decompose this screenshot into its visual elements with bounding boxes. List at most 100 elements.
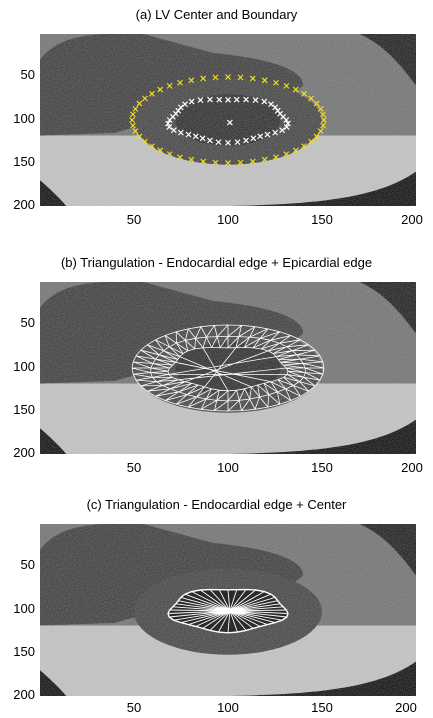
epicardial-marker <box>149 90 155 97</box>
endocardial-marker <box>233 96 240 103</box>
endocardial-marker <box>225 96 231 103</box>
epicardial-marker <box>157 86 164 93</box>
epicardial-marker <box>149 143 155 150</box>
epicardial-marker <box>142 138 148 145</box>
endocardial-marker <box>279 127 286 134</box>
endocardial-marker <box>177 129 184 136</box>
epicardial-marker <box>166 82 173 89</box>
endocardial-marker <box>285 120 291 127</box>
epicardial-marker <box>261 77 268 84</box>
epicardial-marker <box>317 105 324 112</box>
ytick-150: 150 <box>13 402 35 417</box>
epicardial-marker <box>273 79 279 86</box>
endocardial-marker <box>268 101 274 108</box>
epicardial-marker <box>129 117 136 123</box>
endocardial-marker <box>192 133 199 140</box>
noise-texture <box>40 282 416 454</box>
epicardial-marker <box>130 122 136 129</box>
epicardial-marker <box>320 111 326 118</box>
epicardial-marker <box>249 75 256 82</box>
endocardial-marker <box>283 124 290 130</box>
ytick-200: 200 <box>13 687 35 702</box>
xtick-100: 100 <box>217 700 239 715</box>
endocardial-marker <box>197 97 204 103</box>
endocardial-marker <box>170 127 177 134</box>
epicardial-marker <box>225 74 231 80</box>
endocardial-marker <box>264 131 271 138</box>
lv-center-marker <box>226 119 233 126</box>
panel-a-image <box>40 34 416 206</box>
xtick-200: 200 <box>401 460 423 475</box>
epicardial-marker <box>237 159 244 166</box>
endocardial-marker <box>207 137 213 144</box>
ytick-50: 50 <box>20 67 35 82</box>
xtick-150: 150 <box>311 212 333 227</box>
endocardial-marker <box>166 124 173 130</box>
ytick-200: 200 <box>13 445 35 460</box>
epicardial-marker <box>320 117 327 123</box>
epicardial-marker <box>283 82 290 89</box>
xtick-50: 50 <box>126 460 142 475</box>
epicardial-marker <box>249 158 256 165</box>
endocardial-marker <box>199 135 206 142</box>
xtick-50: 50 <box>126 212 142 227</box>
endocardial-marker <box>177 104 184 111</box>
epicardial-marker <box>292 86 299 93</box>
epicardial-marker <box>317 128 324 135</box>
xtick-200: 200 <box>401 212 423 227</box>
epicardial-marker <box>292 147 299 154</box>
endocardial-marker <box>182 101 188 108</box>
endocardial-marker <box>207 96 213 103</box>
panel-b-axes <box>40 282 416 454</box>
ytick-150: 150 <box>13 644 35 659</box>
triangulation-mesh <box>131 324 325 412</box>
endocardial-marker <box>185 131 192 138</box>
panel-b: (b) Triangulation - Endocardial edge + E… <box>0 248 433 478</box>
endocardial-marker <box>257 133 264 140</box>
endocardial-marker <box>280 113 287 120</box>
epicardial-marker <box>320 122 326 129</box>
endocardial-marker <box>272 129 279 136</box>
epicardial-marker <box>225 160 231 166</box>
epicardial-marker <box>261 156 268 163</box>
xtick-100: 100 <box>217 460 239 475</box>
epicardial-marker <box>188 77 195 84</box>
endocardial-marker <box>250 135 257 142</box>
epicardial-marker <box>301 90 307 97</box>
epicardial-marker <box>200 75 207 82</box>
epicardial-marker <box>188 156 195 163</box>
epicardial-marker <box>130 111 136 118</box>
epicardial-marker <box>212 74 219 81</box>
panel-c-axes <box>40 524 416 696</box>
endocardial-marker <box>243 137 249 144</box>
epicardial-marker <box>212 159 219 166</box>
endocardial-marker <box>188 98 195 105</box>
xtick-100: 100 <box>217 212 239 227</box>
epicardial-marker <box>301 143 307 150</box>
epicardial-marker <box>308 138 314 145</box>
ytick-100: 100 <box>13 601 35 616</box>
epicardial-marker <box>273 154 279 161</box>
epicardial-marker <box>177 79 183 86</box>
panel-c-image <box>40 524 416 696</box>
endocardial-marker <box>243 96 249 103</box>
ytick-150: 150 <box>13 154 35 169</box>
ytick-50: 50 <box>20 557 35 572</box>
panel-c-title: (c) Triangulation - Endocardial edge + C… <box>86 497 347 512</box>
endocardial-marker <box>215 139 222 146</box>
panel-c: (c) Triangulation - Endocardial edge + C… <box>0 490 433 718</box>
epicardial-marker <box>200 158 207 165</box>
endocardial-marker <box>261 98 268 105</box>
xtick-200: 200 <box>395 700 417 715</box>
epicardial-marker <box>136 100 143 107</box>
endocardial-marker <box>225 139 231 146</box>
panel-a: (a) LV Center and Boundary 50 100 150 20… <box>0 0 433 230</box>
panel-a-axes <box>40 34 416 206</box>
ytick-100: 100 <box>13 359 35 374</box>
endocardial-marker <box>234 139 241 146</box>
epicardial-marker <box>142 95 148 102</box>
panel-b-title: (b) Triangulation - Endocardial edge + E… <box>60 255 373 270</box>
epicardial-marker <box>136 133 143 140</box>
epicardial-marker <box>132 105 139 112</box>
panel-a-title: (a) LV Center and Boundary <box>135 7 298 22</box>
